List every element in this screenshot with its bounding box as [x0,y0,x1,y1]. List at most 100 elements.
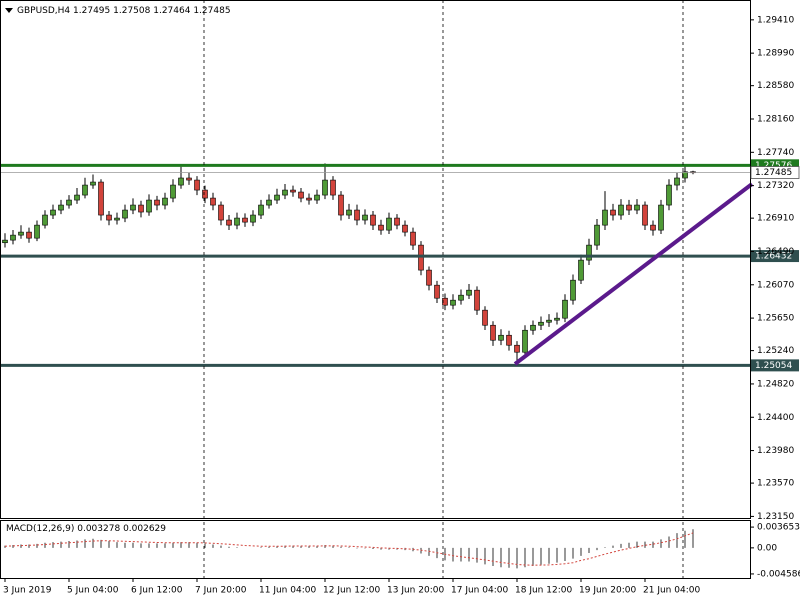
y-tick-label: 1.23980 [757,446,794,456]
y-tick-label: 1.28580 [757,81,794,91]
candle-body [674,177,680,186]
candle-body [98,181,104,216]
candle-body [378,224,384,231]
level-label: 1.25054 [755,361,792,371]
y-tick-label: 1.27320 [757,181,794,191]
candle-body [586,244,592,261]
ohlc-close: 1.27485 [193,6,230,16]
indicator-name: MACD(12,26,9) [6,524,74,534]
x-tick-label: 5 Jun 04:00 [67,586,119,596]
indicator-tick-label: 0.003653 [757,523,800,533]
y-tick-label: 1.29410 [757,15,794,25]
x-tick-label: 11 Jun 04:00 [259,586,316,596]
candle-body [602,209,608,226]
candle-body [346,209,352,216]
y-tick-label: 1.28160 [757,114,794,124]
candle-body [330,179,336,196]
y-tick-label: 1.23570 [757,479,794,489]
level-label: 1.26432 [755,252,792,262]
level-label-box [751,359,799,372]
ohlc-open: 1.27495 [73,6,110,16]
candle-body [50,209,56,216]
y-tick-label: 1.25650 [757,314,794,324]
candle-body [82,184,88,196]
candle-body [650,224,656,231]
candle-body [634,204,640,211]
candle-body [226,219,232,226]
candle-body [458,294,464,301]
indicator-title: MACD(12,26,9) 0.003278 0.002629 [6,524,166,534]
price-panel [0,163,750,367]
candle-body [474,289,480,311]
candle-body [370,214,376,226]
candle-body [26,231,32,239]
current-price-label: 1.27485 [755,168,792,178]
trend-line [513,182,754,366]
candle-body [498,334,504,341]
y-tick-label: 1.26070 [757,280,794,290]
candle-body [146,199,152,213]
chart-title: GBPUSD,H4 1.27495 1.27508 1.27464 1.2748… [17,6,231,16]
candle-body [18,231,24,236]
x-tick-label: 19 Jun 20:00 [579,586,636,596]
candle-body [74,194,80,201]
y-tick-label: 1.28990 [757,49,794,59]
candle-body [682,171,688,179]
candle-body [130,204,136,211]
candle-body [234,217,240,226]
candle-body [114,217,120,221]
candle-body [642,204,648,226]
candle-body [194,179,200,191]
candle-body [426,269,432,286]
candle-body [362,214,368,221]
candle-body [402,224,408,233]
candle-body [66,199,72,206]
candle-body [562,299,568,319]
y-tick-label: 1.24400 [757,413,794,423]
level-label-box [751,250,799,263]
candle-body [546,319,552,323]
x-tick-label: 18 Jun 12:00 [515,586,572,596]
candle-body [242,217,248,223]
x-tick-label: 17 Jun 04:00 [451,586,508,596]
x-tick-label: 13 Jun 20:00 [387,586,444,596]
candle-body [122,209,128,219]
candle-body [266,199,272,206]
candle-body [154,199,160,206]
symbol: GBPUSD,H4 [17,6,70,16]
candle-body [202,189,208,199]
indicator-tick-label: 0.00 [757,543,777,553]
candle-body [282,189,288,196]
candle-body [666,184,672,206]
y-tick-label: 1.24820 [757,379,794,389]
candle-body [626,204,632,211]
candle-body [466,289,472,296]
candle-body [2,239,8,244]
candle-body [594,224,600,246]
candle-body [506,334,512,346]
candle-body [90,181,96,186]
menu-arrow[interactable] [5,8,13,13]
candle-body [58,204,64,211]
candle-body [394,217,400,226]
indicator-tick-label: -0.004586 [757,569,800,579]
candle-body [178,177,184,186]
candle-body [10,234,16,241]
y-tick-label: 1.27740 [757,148,794,158]
candle-body [210,197,216,206]
x-tick-label: 21 Jun 04:00 [643,586,700,596]
candle-body [618,204,624,216]
candle-body [418,244,424,271]
candle-body [386,217,392,231]
candle-body [658,204,664,231]
indicator-frame [0,520,751,579]
candle-body [298,191,304,199]
candle-body [522,329,528,353]
candle-body [162,197,168,206]
candle-body [434,284,440,299]
x-tick-label: 7 Jun 20:00 [195,586,247,596]
candle-body [354,209,360,221]
candle-body [482,309,488,326]
candle-body [306,197,312,201]
